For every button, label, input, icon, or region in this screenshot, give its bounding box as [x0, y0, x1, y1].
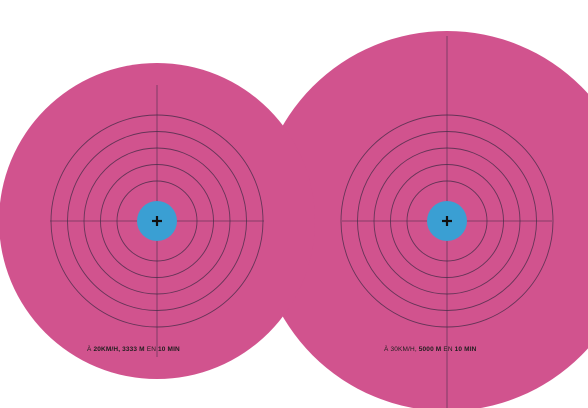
- crosshair-icon: [442, 216, 452, 226]
- caption-prefix: À: [87, 346, 92, 353]
- caption-speed: 30KM/H,: [390, 346, 417, 353]
- caption-connector: EN: [146, 346, 157, 353]
- large-diagram-caption: À 30KM/H, 5000 M EN 10 MIN: [384, 346, 477, 353]
- caption-duration: 10 MIN: [454, 346, 477, 353]
- crosshair-icon: [152, 216, 162, 226]
- large-radius-disc: [257, 31, 588, 408]
- caption-speed: 20KM/H,: [93, 346, 121, 353]
- caption-duration: 10 MIN: [158, 346, 180, 353]
- small-disc-group: [0, 63, 315, 379]
- caption-connector: EN: [443, 346, 453, 353]
- large-disc-group: [257, 31, 588, 408]
- caption-prefix: À: [384, 346, 389, 353]
- caption-distance: 3333 M: [122, 346, 145, 353]
- caption-distance: 5000 M: [418, 346, 442, 353]
- small-diagram-caption: À 20KM/H, 3333 M EN 10 MIN: [87, 346, 180, 353]
